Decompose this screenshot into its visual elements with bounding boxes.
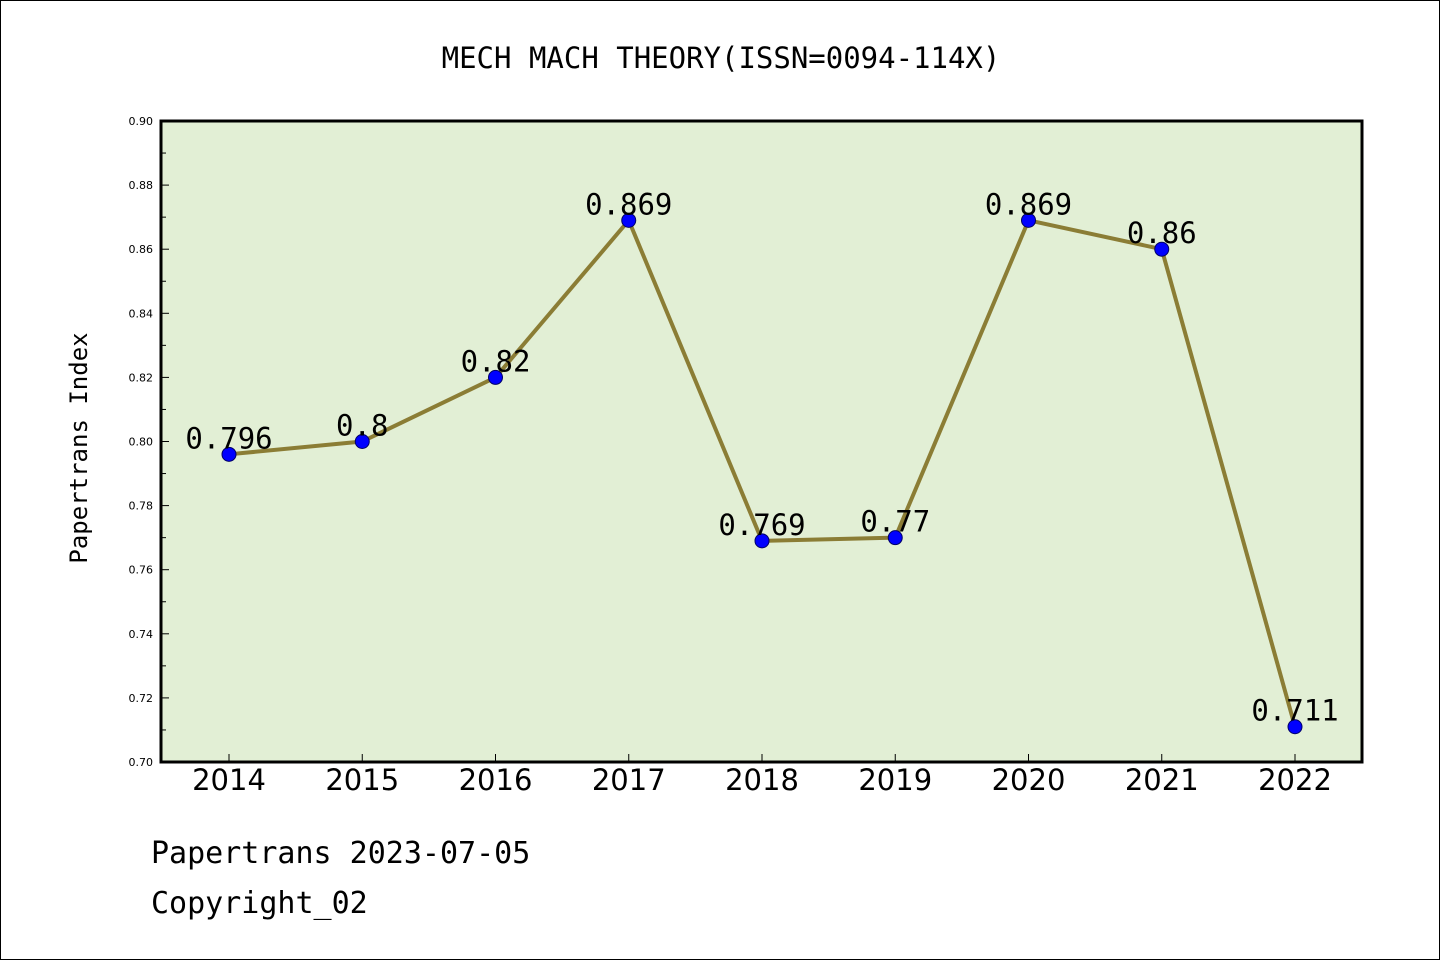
data-point bbox=[1287, 719, 1303, 735]
x-tick-label: 2016 bbox=[459, 763, 533, 797]
y-tick-label: 0.78 bbox=[129, 500, 154, 513]
x-tick-label: 2015 bbox=[325, 763, 399, 797]
data-point bbox=[1021, 212, 1036, 228]
footer-copyright: Copyright_02 bbox=[151, 886, 368, 921]
y-tick-label: 0.84 bbox=[129, 307, 154, 320]
x-tick-label: 2014 bbox=[192, 763, 266, 797]
y-tick-label: 0.70 bbox=[129, 756, 154, 769]
data-label: 0.796 bbox=[185, 421, 272, 455]
data-label: 0.869 bbox=[985, 187, 1072, 221]
plot-border bbox=[159, 119, 1364, 764]
data-label: 0.86 bbox=[1127, 216, 1197, 250]
chart-title: MECH MACH THEORY(ISSN=0094-114X) bbox=[442, 41, 1001, 75]
data-point bbox=[221, 446, 237, 462]
data-label: 0.769 bbox=[718, 508, 805, 542]
x-tick-label: 2021 bbox=[1125, 763, 1199, 797]
data-point bbox=[354, 434, 370, 449]
data-label: 0.869 bbox=[585, 187, 672, 221]
y-tick-label: 0.80 bbox=[129, 436, 154, 449]
y-tick-label: 0.82 bbox=[129, 371, 154, 384]
data-point bbox=[754, 533, 770, 549]
y-tick-label: 0.88 bbox=[129, 179, 154, 192]
data-point bbox=[887, 530, 903, 546]
x-axis: 2014 2015 2016 2017 2018 2019 2020 2021 2022 bbox=[192, 754, 1332, 797]
data-point bbox=[488, 369, 503, 385]
x-tick-label: 2017 bbox=[592, 763, 666, 797]
y-tick-label: 0.74 bbox=[129, 628, 154, 641]
x-tick-label: 2022 bbox=[1258, 763, 1332, 797]
data-point bbox=[621, 212, 637, 228]
series-group: 0.796 0.8 0.82 0.869 0.769 0.77 0.869 0.86 0.711 bbox=[185, 187, 1339, 735]
y-tick-label: 0.90 bbox=[129, 115, 154, 128]
y-tick-label: 0.76 bbox=[129, 564, 154, 577]
x-tick-label: 2020 bbox=[992, 763, 1066, 797]
y-axis-label: Papertrans Index bbox=[65, 332, 93, 563]
data-label: 0.8 bbox=[336, 409, 388, 443]
data-label: 0.77 bbox=[860, 505, 930, 539]
y-axis: 0.70 0.72 0.74 0.76 0.78 0.80 0.82 0.84 0.86 0.88… bbox=[129, 115, 169, 769]
y-tick-label: 0.86 bbox=[129, 243, 154, 256]
x-tick-label: 2018 bbox=[725, 763, 799, 797]
y-tick-label: 0.72 bbox=[129, 692, 154, 705]
footer-date: Papertrans 2023-07-05 bbox=[151, 836, 531, 871]
data-label: 0.82 bbox=[461, 344, 531, 378]
data-point bbox=[1154, 241, 1170, 257]
x-tick-label: 2019 bbox=[858, 763, 932, 797]
data-label: 0.711 bbox=[1251, 694, 1338, 728]
